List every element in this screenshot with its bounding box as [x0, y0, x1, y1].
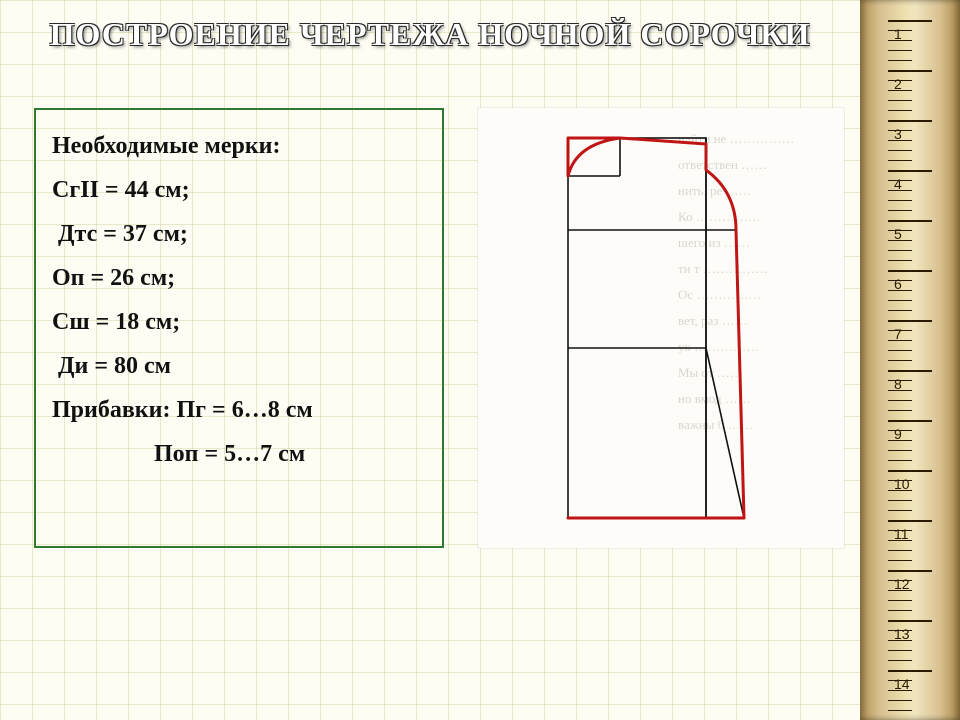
measurement-line: Ди = 80 см [52, 344, 430, 388]
page-title: ПОСТРОЕНИЕ ЧЕРТЕЖА НОЧНОЙ СОРОЧКИ [0, 16, 860, 53]
slide-page: 1234567891011121314 ПОСТРОЕНИЕ ЧЕРТЕЖА Н… [0, 0, 960, 720]
measurement-line: Дтс = 37 см; [52, 212, 430, 256]
pattern-diagram [548, 120, 768, 540]
measurement-line: СгII = 44 см; [52, 168, 430, 212]
ruler-strip: 1234567891011121314 [860, 0, 960, 720]
measurement-line: Оп = 26 см; [52, 256, 430, 300]
measurements-box: Необходимые мерки: СгII = 44 см; Дтс = 3… [34, 108, 444, 548]
measurements-heading: Необходимые мерки: [52, 124, 430, 168]
measurement-line: Сш = 18 см; [52, 300, 430, 344]
measurement-line: Поп = 5…7 см [52, 432, 430, 476]
measurement-line: Прибавки: Пг = 6…8 см [52, 388, 430, 432]
pattern-panel: найти не …………… ответствен …… нить, ре ……… [478, 108, 844, 548]
